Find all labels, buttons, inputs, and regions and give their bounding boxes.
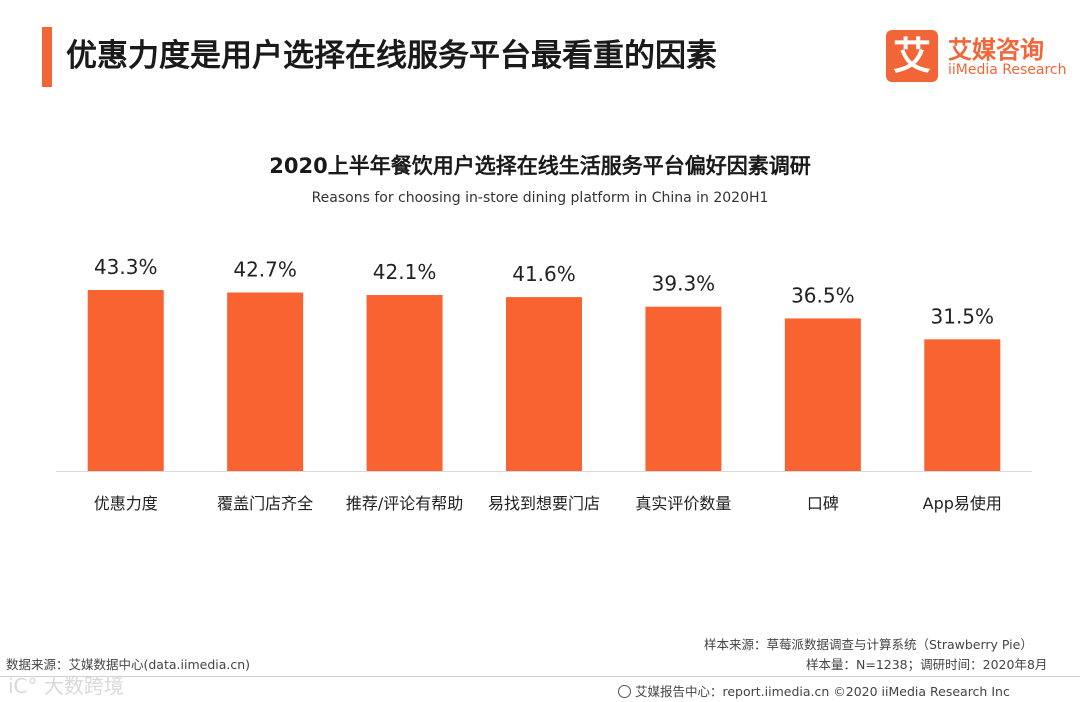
category-label: 覆盖门店齐全 [217, 494, 313, 513]
sample-source: 样本来源：草莓派数据调查与计算系统（Strawberry Pie） [704, 637, 1033, 652]
data-label: 31.5% [931, 304, 995, 328]
report-center: 艾媒报告中心：report.iimedia.cn ©2020 iiMedia R… [618, 681, 1010, 700]
category-label: App易使用 [923, 494, 1002, 513]
sample-info: 样本量：N=1238；调研时间：2020年8月 [806, 657, 1048, 672]
bar [645, 306, 722, 471]
globe-icon [618, 685, 631, 698]
category-label: 推荐/评论有帮助 [346, 494, 463, 513]
bar [366, 295, 443, 471]
category-label: 易找到想要门店 [488, 494, 600, 513]
category-label: 真实评价数量 [635, 494, 731, 513]
footer-divider [0, 676, 1080, 677]
page-title: 优惠力度是用户选择在线服务平台最看重的因素 [66, 38, 717, 74]
data-label: 36.5% [791, 283, 855, 307]
logo-name-cn: 艾媒咨询 [948, 36, 1044, 64]
bar [506, 297, 582, 471]
title-accent-bar [42, 27, 52, 87]
logo-name-en: iiMedia Research [948, 62, 1067, 78]
bar [784, 318, 861, 471]
bar [87, 290, 164, 471]
data-label: 39.3% [652, 272, 716, 296]
chart-title: 2020上半年餐饮用户选择在线生活服务平台偏好因素调研 [269, 154, 811, 178]
data-source: 数据来源：艾媒数据中心(data.iimedia.cn) [6, 657, 251, 672]
logo-mark-icon: 艾 [886, 30, 938, 82]
data-label: 42.1% [373, 260, 437, 284]
data-label: 42.7% [233, 258, 297, 282]
chart-subtitle: Reasons for choosing in-store dining pla… [311, 190, 769, 206]
report-center-text: 艾媒报告中心：report.iimedia.cn ©2020 iiMedia R… [635, 684, 1010, 699]
bar [924, 339, 1001, 471]
data-label: 43.3% [94, 255, 158, 279]
data-label: 41.6% [512, 262, 576, 286]
watermark: iC° 大数跨境 [8, 674, 124, 698]
category-label: 优惠力度 [94, 494, 158, 513]
bar [227, 292, 304, 471]
iimedia-logo: 艾 艾媒咨询 iiMedia Research [886, 30, 1076, 82]
category-label: 口碑 [807, 494, 839, 513]
